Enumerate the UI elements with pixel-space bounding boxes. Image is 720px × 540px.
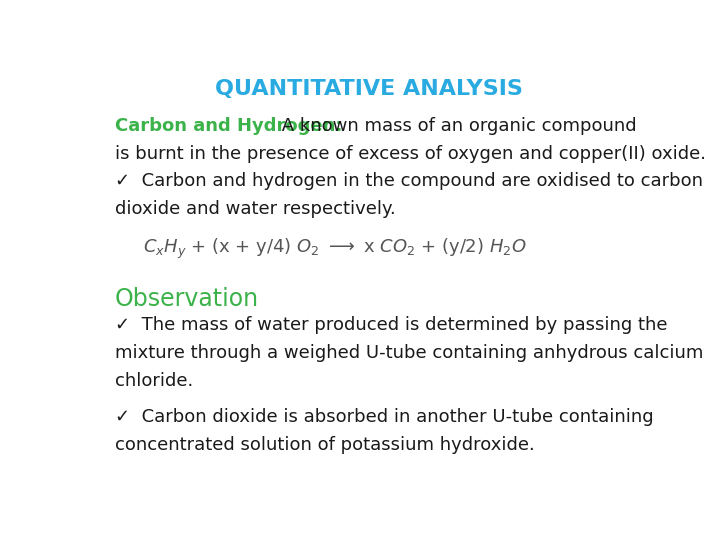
Text: Carbon and Hydrogen:: Carbon and Hydrogen:: [115, 117, 343, 135]
Text: concentrated solution of potassium hydroxide.: concentrated solution of potassium hydro…: [115, 436, 535, 454]
Text: ✓  Carbon and hydrogen in the compound are oxidised to carbon: ✓ Carbon and hydrogen in the compound ar…: [115, 172, 703, 191]
Text: Observation: Observation: [115, 287, 259, 310]
Text: ✓  Carbon dioxide is absorbed in another U-tube containing: ✓ Carbon dioxide is absorbed in another …: [115, 408, 654, 426]
Text: mixture through a weighed U-tube containing anhydrous calcium: mixture through a weighed U-tube contain…: [115, 344, 703, 362]
Text: dioxide and water respectively.: dioxide and water respectively.: [115, 200, 396, 218]
Text: is burnt in the presence of excess of oxygen and copper(II) oxide.: is burnt in the presence of excess of ox…: [115, 145, 706, 163]
Text: A known mass of an organic compound: A known mass of an organic compound: [276, 117, 636, 135]
Text: chloride.: chloride.: [115, 372, 194, 390]
Text: $\mathit{C_xH_y}$ + (x + y/4) $\mathit{O_2}$ $\longrightarrow$ x $\mathit{CO_2}$: $\mathit{C_xH_y}$ + (x + y/4) $\mathit{O…: [143, 237, 526, 261]
Text: ✓  The mass of water produced is determined by passing the: ✓ The mass of water produced is determin…: [115, 316, 667, 334]
Text: QUANTITATIVE ANALYSIS: QUANTITATIVE ANALYSIS: [215, 79, 523, 99]
